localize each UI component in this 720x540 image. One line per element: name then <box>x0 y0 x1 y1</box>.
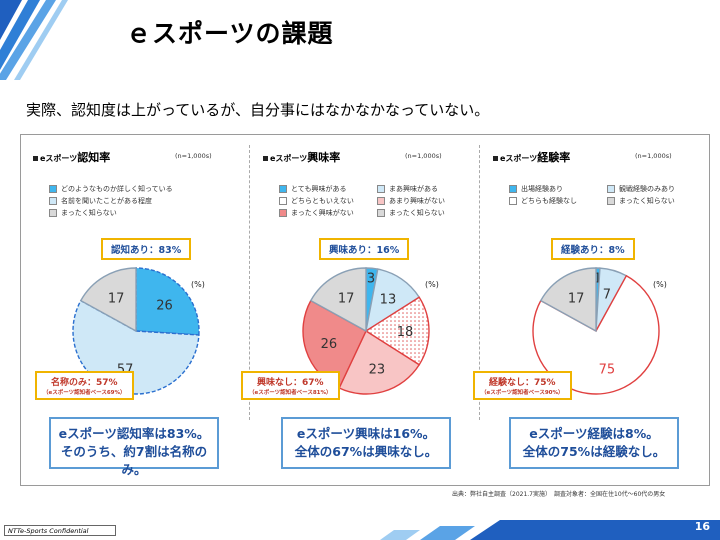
pie-slice <box>309 267 367 333</box>
slice-value-label: 13 <box>380 293 397 308</box>
unit-label: (%) <box>191 280 205 289</box>
slice-value-label: 17 <box>568 291 585 306</box>
pie-slice <box>532 274 660 395</box>
callout-not-interested: 興味なし：67% （eスポーツ認知者ベース81%） <box>241 371 340 400</box>
callout-not-experienced: 経験なし：75% （eスポーツ認知者ベース90%） <box>473 371 572 400</box>
summary-box: eスポーツ経験は8%。 全体の75%は経験なし。 <box>509 417 679 469</box>
unit-label: (%) <box>425 280 439 289</box>
legend-item: まったく興味がない <box>279 208 354 218</box>
slice-value-label: 18 <box>397 325 414 340</box>
pie-slice <box>135 267 200 336</box>
legend-item: まったく知らない <box>607 196 675 206</box>
chart-separator <box>249 145 250 420</box>
slice-value-label: 1 <box>594 271 602 286</box>
chart-separator <box>479 145 480 420</box>
sample-size: (n=1,000s) <box>405 152 442 160</box>
callout-aware: 認知あり：83% <box>101 238 192 260</box>
page-number: 16 <box>694 520 710 533</box>
experience-chart: eスポーツ経験率 (n=1,000s) 出場経験あり 観戦経験のみあり どちらも… <box>473 135 709 485</box>
legend-item: まったく知らない <box>49 208 117 218</box>
slice-value-label: 3 <box>367 272 375 287</box>
pie-slice <box>364 296 430 366</box>
legend-item: まったく知らない <box>377 208 445 218</box>
legend-item: 観戦経験のみあり <box>607 184 675 194</box>
slice-value-label: 17 <box>108 291 125 306</box>
callout-interested: 興味あり：16% <box>319 238 410 260</box>
callout-name-only: 名称のみ：57% （eスポーツ認知者ベース69%） <box>35 371 134 400</box>
interest-chart: eスポーツ興味率 (n=1,000s) とても興味がある まあ興味がある どちら… <box>241 135 479 485</box>
chart-title: eスポーツ経験率 <box>493 149 570 165</box>
unit-label: (%) <box>653 280 667 289</box>
chart-title: eスポーツ興味率 <box>263 149 340 165</box>
sample-size: (n=1,000s) <box>635 152 672 160</box>
legend-item: どのようなものか詳しく知っている <box>49 184 173 194</box>
slice-value-label: 26 <box>156 298 173 313</box>
page-subtitle: 実際、認知度は上がっているが、自分事にはなかなかなっていない。 <box>26 101 490 119</box>
slice-value-label: 7 <box>603 287 611 302</box>
charts-panel: eスポーツ認知率 (n=1,000s) どのようなものか詳しく知っている 名前を… <box>20 134 710 486</box>
pie-chart: 3 13 18 23 26 17 <box>302 267 430 395</box>
pie-chart: 17 75 17 <box>532 267 660 395</box>
slice-value-label: 23 <box>369 363 386 378</box>
callout-experienced: 経験あり：8% <box>551 238 635 260</box>
legend-item: どちらともいえない <box>279 196 354 206</box>
legend-item: 出場経験あり <box>509 184 563 194</box>
pie-slice <box>539 267 597 333</box>
summary-box: eスポーツ興味は16%。 全体の67%は興味なし。 <box>281 417 451 469</box>
sample-size: (n=1,000s) <box>175 152 212 160</box>
legend-item: あまり興味がない <box>377 196 445 206</box>
page-title: ｅスポーツの課題 <box>126 19 334 48</box>
header-stripes-decoration <box>0 0 68 80</box>
pie-slice <box>79 267 137 333</box>
legend-item: どちらも経験なし <box>509 196 577 206</box>
slice-value-label: 26 <box>321 337 338 352</box>
legend-item: まあ興味がある <box>377 184 438 194</box>
chart-title: eスポーツ認知率 <box>33 149 110 165</box>
slice-value-label: 17 <box>338 291 355 306</box>
legend-item: 名前を聞いたことがある程度 <box>49 196 152 206</box>
source-note: 出典：弊社自主調査（2021.7実施） 調査対象者：全国在住10代〜60代の男女 <box>452 491 666 498</box>
slice-value-label: 75 <box>599 363 616 378</box>
awareness-chart: eスポーツ認知率 (n=1,000s) どのようなものか詳しく知っている 名前を… <box>27 135 249 485</box>
summary-box: eスポーツ認知率は83%。 そのうち、約7割は名称のみ。 <box>49 417 219 477</box>
footer-band-decoration <box>380 520 720 540</box>
legend-item: とても興味がある <box>279 184 346 194</box>
confidential-label: NTTe-Sports Confidential <box>4 525 116 536</box>
